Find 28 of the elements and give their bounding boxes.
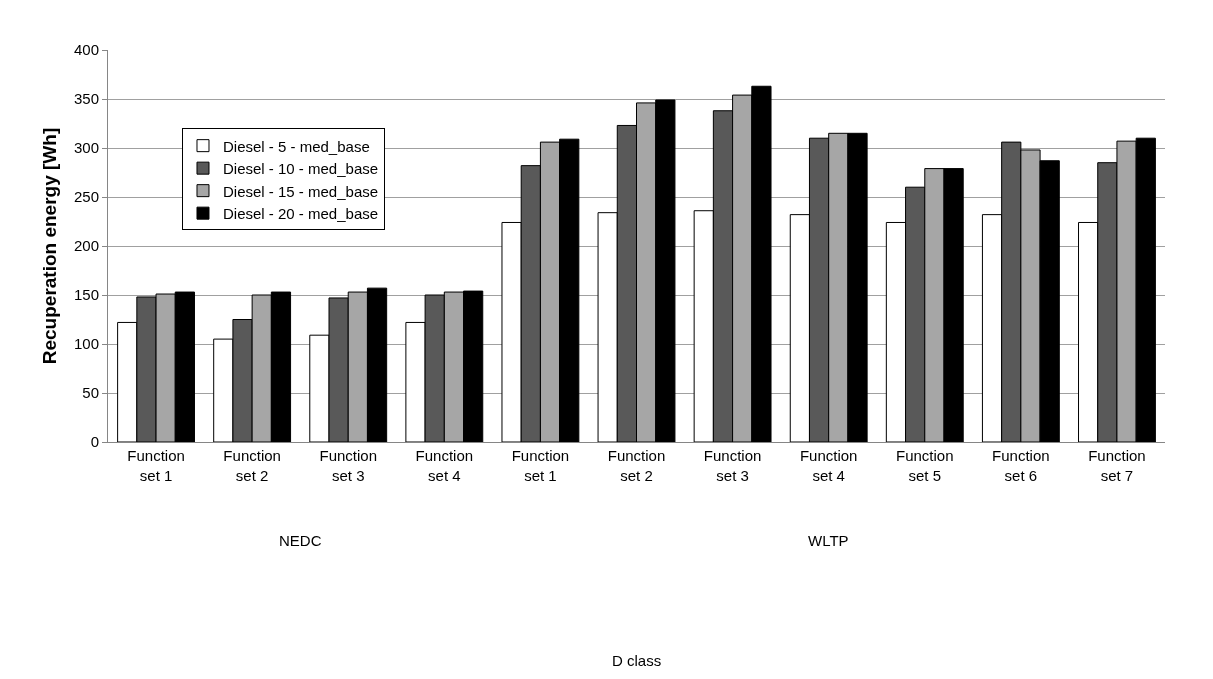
text: D class	[612, 652, 662, 669]
y-tick-label: 350	[73, 90, 99, 108]
y-tick-label: 400	[73, 41, 99, 59]
x-tick-label: Function set 6	[992, 447, 1050, 484]
legend-label: Diesel - 20 - med_base	[222, 205, 379, 222]
y-tick-label: 0	[90, 433, 99, 451]
legend-label: Diesel - 15 - med_base	[222, 182, 379, 200]
legend-label: Diesel - 10 - med_base	[222, 160, 379, 177]
x-tick-label: Function set 2	[607, 447, 666, 484]
y-tick-label: 100	[73, 335, 99, 353]
x-tick-label: Function set 2	[223, 447, 281, 484]
y-tick-label: 200	[73, 237, 99, 255]
text: NEDC	[279, 532, 322, 549]
x-tick-label: Function set 1	[127, 447, 185, 484]
x-tick-label: Function set 3	[703, 447, 762, 484]
text: WLTP	[808, 532, 849, 549]
y-tick-label: 250	[73, 188, 99, 206]
y-tick-label: 300	[73, 139, 99, 157]
legend-label: Diesel - 5 - med_base	[222, 137, 370, 155]
x-tick-label: Function set 7	[1088, 447, 1146, 484]
y-tick-label: 50	[82, 384, 99, 402]
x-tick-label: Function set 4	[415, 447, 474, 484]
y-tick-label: 150	[73, 286, 99, 304]
x-tick-label: Function set 3	[319, 447, 377, 484]
x-tick-label: Function set 5	[896, 447, 954, 484]
y-axis-title: Recuperation energy [Wh]	[38, 127, 60, 365]
x-tick-label: Function set 4	[799, 447, 858, 484]
x-tick-label: Function set 1	[511, 447, 570, 484]
